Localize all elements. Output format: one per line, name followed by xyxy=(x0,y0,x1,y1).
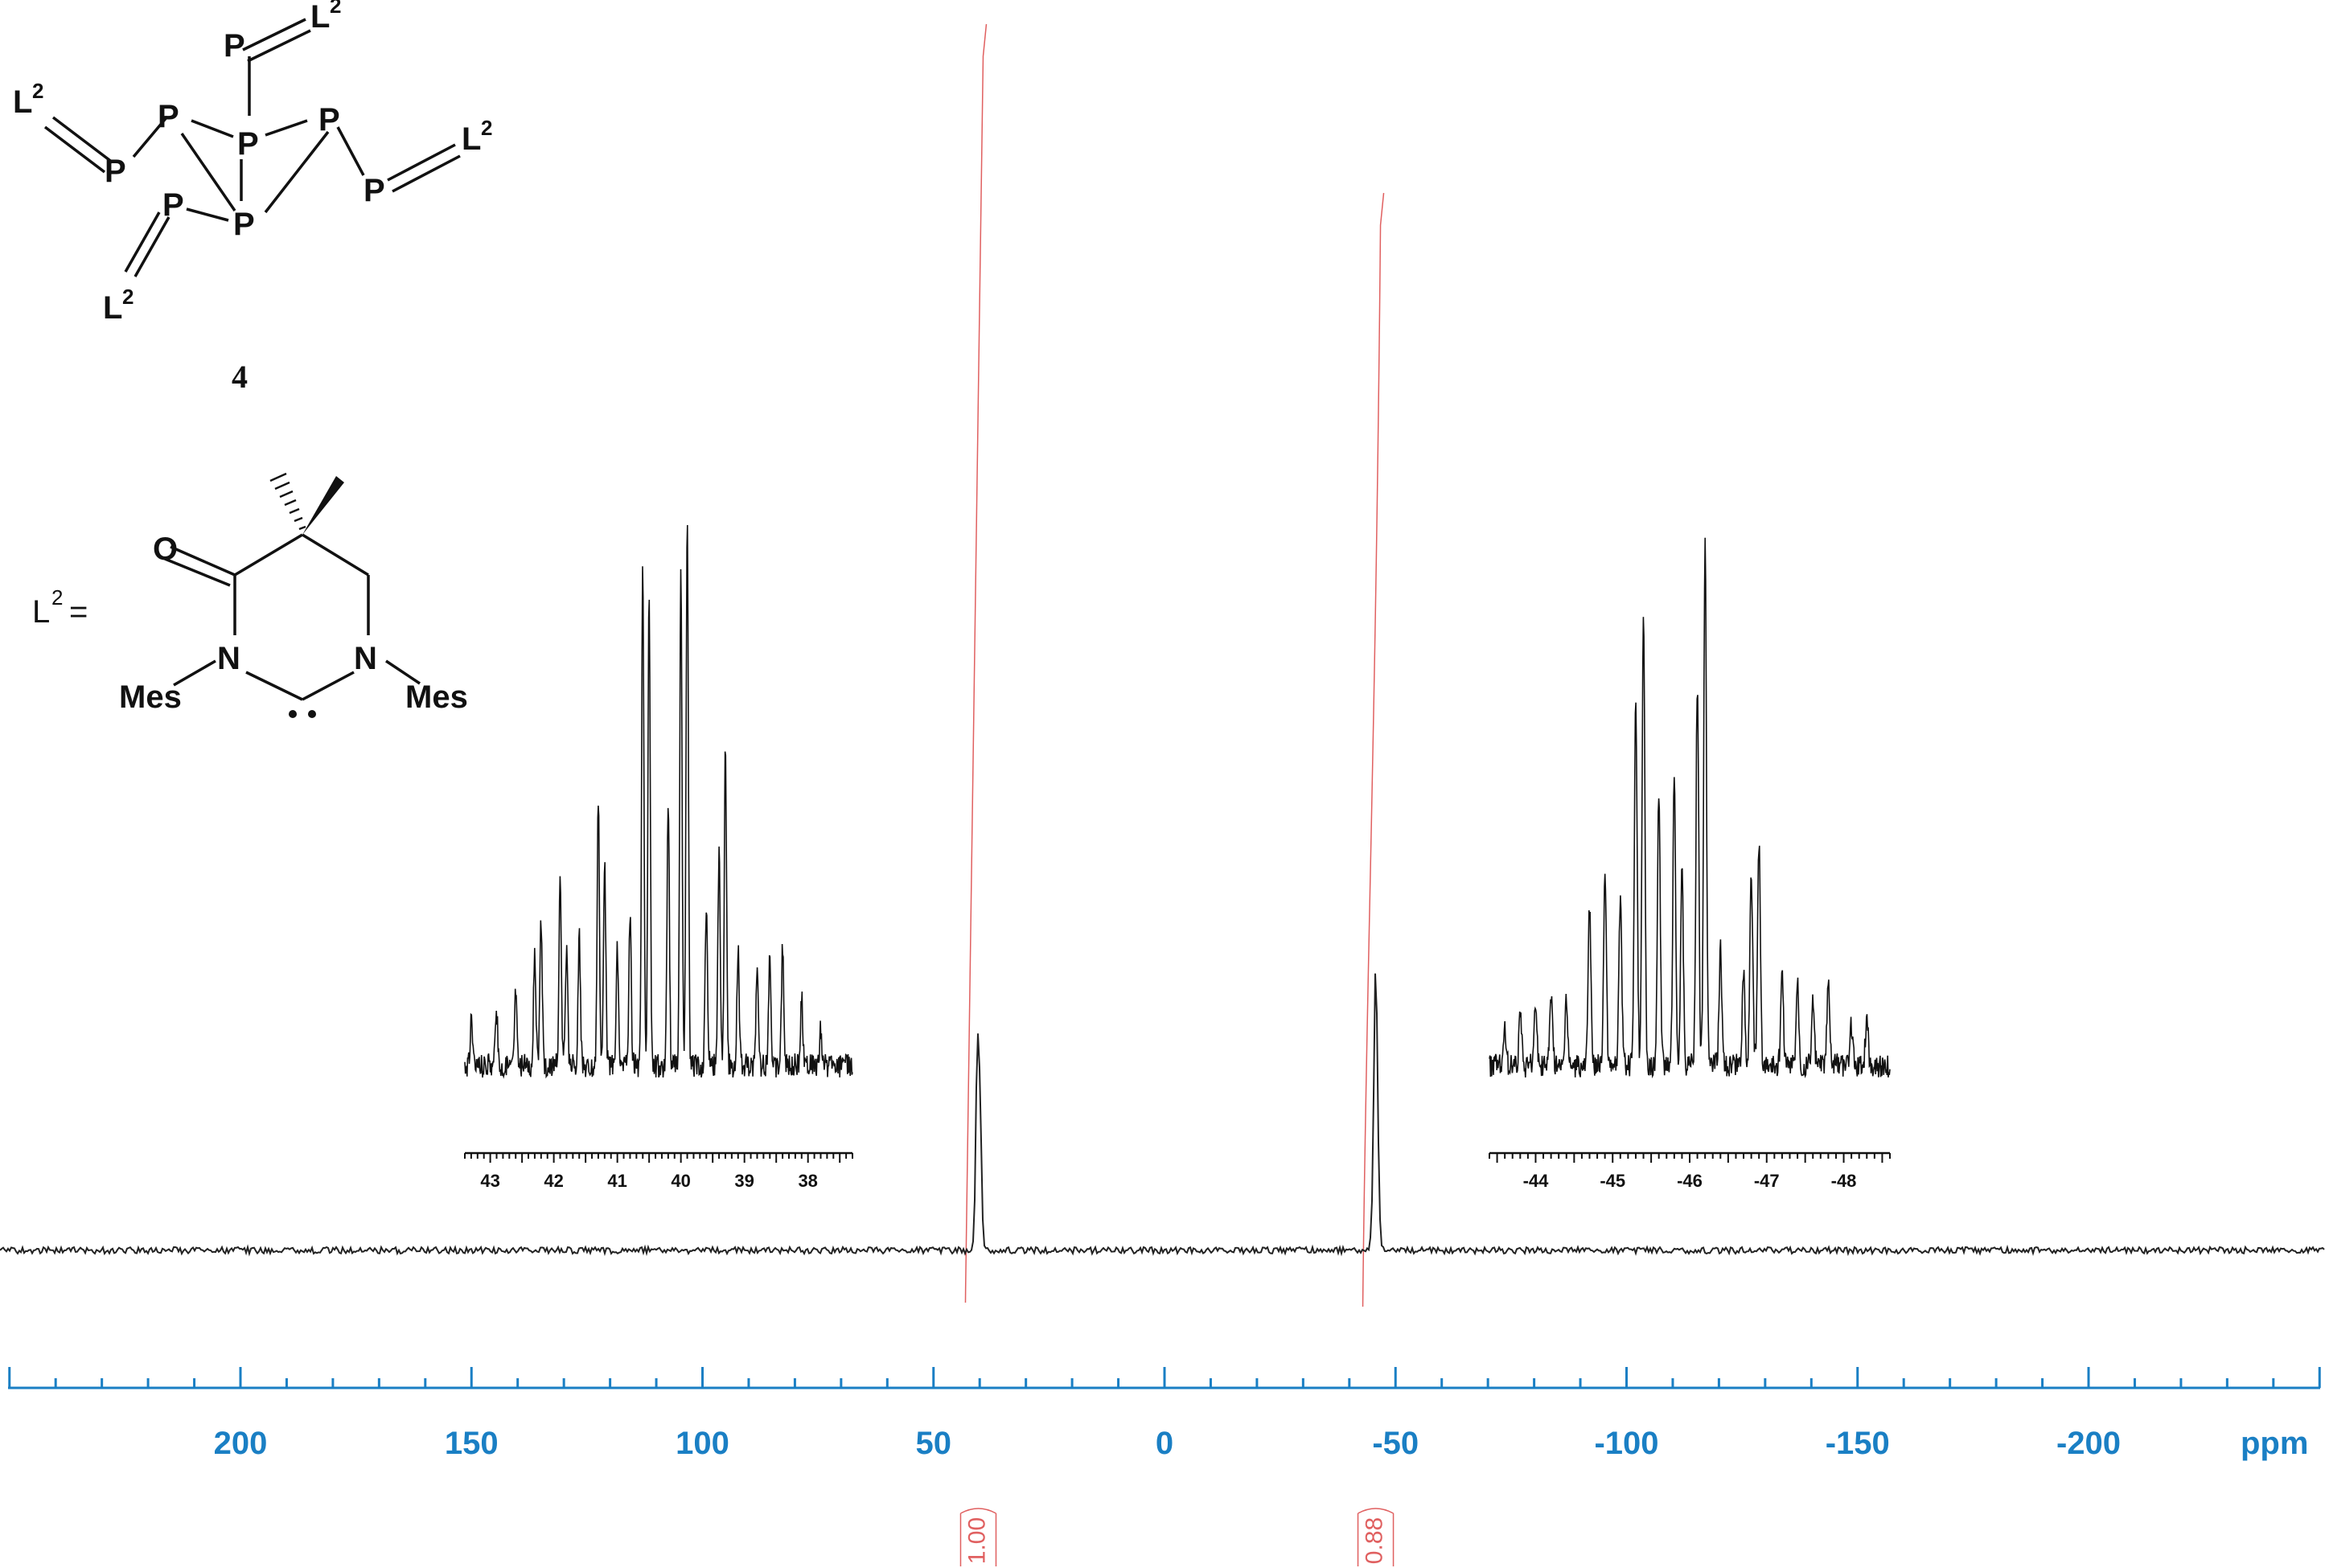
p-atom: P xyxy=(158,99,179,134)
inset-tick-label: -45 xyxy=(1600,1171,1625,1191)
spectrum-insets: 43 42 41 40 39 38 -44 -45 -46 -47 -48 xyxy=(464,524,1891,1191)
inset-trace xyxy=(1489,537,1891,1079)
p-atom: P xyxy=(224,28,245,64)
ligand-definition: L 2 = xyxy=(32,585,88,630)
integral-value: 0.88 xyxy=(1361,1517,1387,1564)
inset-tick-label: 40 xyxy=(671,1171,690,1191)
axis-tick-label: -200 xyxy=(2056,1426,2121,1461)
inset-tick-label: 41 xyxy=(607,1171,626,1191)
p-atom: P xyxy=(364,173,385,208)
inset-tick-label: 39 xyxy=(734,1171,754,1191)
p-atom: P xyxy=(233,207,255,242)
ppm-axis: ppm 200 150 100 50 0 -50 -100 -150 -200 xyxy=(8,1367,2321,1461)
ligand-label: L xyxy=(103,290,122,326)
lone-pair-dot xyxy=(289,710,297,718)
inset-tick-label: 38 xyxy=(798,1171,817,1191)
ligand-superscript: 2 xyxy=(330,0,341,18)
inset-trace xyxy=(464,524,853,1079)
ligand-superscript: 2 xyxy=(32,79,43,103)
integral-value: 1.00 xyxy=(963,1517,990,1564)
axis-tick-label: 50 xyxy=(916,1426,952,1461)
axis-tick-label: -50 xyxy=(1372,1426,1419,1461)
spectrum-line xyxy=(0,973,2325,1257)
ligand-definition-label: L xyxy=(32,594,50,630)
p-atom: P xyxy=(318,102,340,138)
ligand-label: L xyxy=(462,121,481,157)
ligand-definition-superscript: 2 xyxy=(51,585,63,610)
p-atom: P xyxy=(105,154,126,189)
axis-tick-label: 0 xyxy=(1156,1426,1173,1461)
p-atom: P xyxy=(237,126,259,162)
inset-tick-label: -46 xyxy=(1677,1171,1703,1191)
oxygen-atom: O xyxy=(153,532,178,567)
carbene-atom-labels: O N N Mes Mes xyxy=(119,532,468,718)
p-atom: P xyxy=(162,187,184,223)
axis-tick-label: 150 xyxy=(445,1426,499,1461)
low-field-multiplet: 43 42 41 40 39 38 xyxy=(464,524,853,1191)
molecule-atom-labels: P P P P P P P P L 2 L 2 L 2 L 2 4 xyxy=(13,0,492,395)
ligand-label: L xyxy=(310,0,330,35)
integral-curves: 1.00 0.88 xyxy=(959,23,1395,1566)
axis-unit-label: ppm xyxy=(2241,1426,2308,1461)
axis-tick-label: -150 xyxy=(1826,1426,1890,1461)
axis-tick-label: -100 xyxy=(1594,1426,1658,1461)
inset-tick-label: 42 xyxy=(544,1171,563,1191)
carbene-structure xyxy=(164,472,421,701)
spectrum-trace xyxy=(0,973,2325,1257)
compound-number: 4 xyxy=(232,359,248,395)
nitrogen-atom: N xyxy=(354,641,377,676)
inset-tick-label: -48 xyxy=(1831,1171,1857,1191)
ligand-definition-equals: = xyxy=(69,594,88,630)
inset-tick-label: -47 xyxy=(1754,1171,1780,1191)
ligand-superscript: 2 xyxy=(122,285,134,309)
high-field-multiplet: -44 -45 -46 -47 -48 xyxy=(1489,537,1891,1191)
axis-tick-label: 200 xyxy=(214,1426,268,1461)
axis-tick-label: 100 xyxy=(676,1426,729,1461)
mesityl-label: Mes xyxy=(119,679,182,715)
integral-bracket xyxy=(1357,1508,1395,1566)
ligand-superscript: 2 xyxy=(481,116,492,140)
integral-curve xyxy=(1362,192,1385,1307)
inset-tick-label: -44 xyxy=(1523,1171,1550,1191)
inset-tick-label: 43 xyxy=(480,1171,499,1191)
molecule-structure xyxy=(43,18,461,277)
mesityl-label: Mes xyxy=(405,679,468,715)
lone-pair-dot xyxy=(308,710,316,718)
nitrogen-atom: N xyxy=(217,641,240,676)
ligand-label: L xyxy=(13,84,32,120)
integral-bracket xyxy=(959,1508,997,1566)
